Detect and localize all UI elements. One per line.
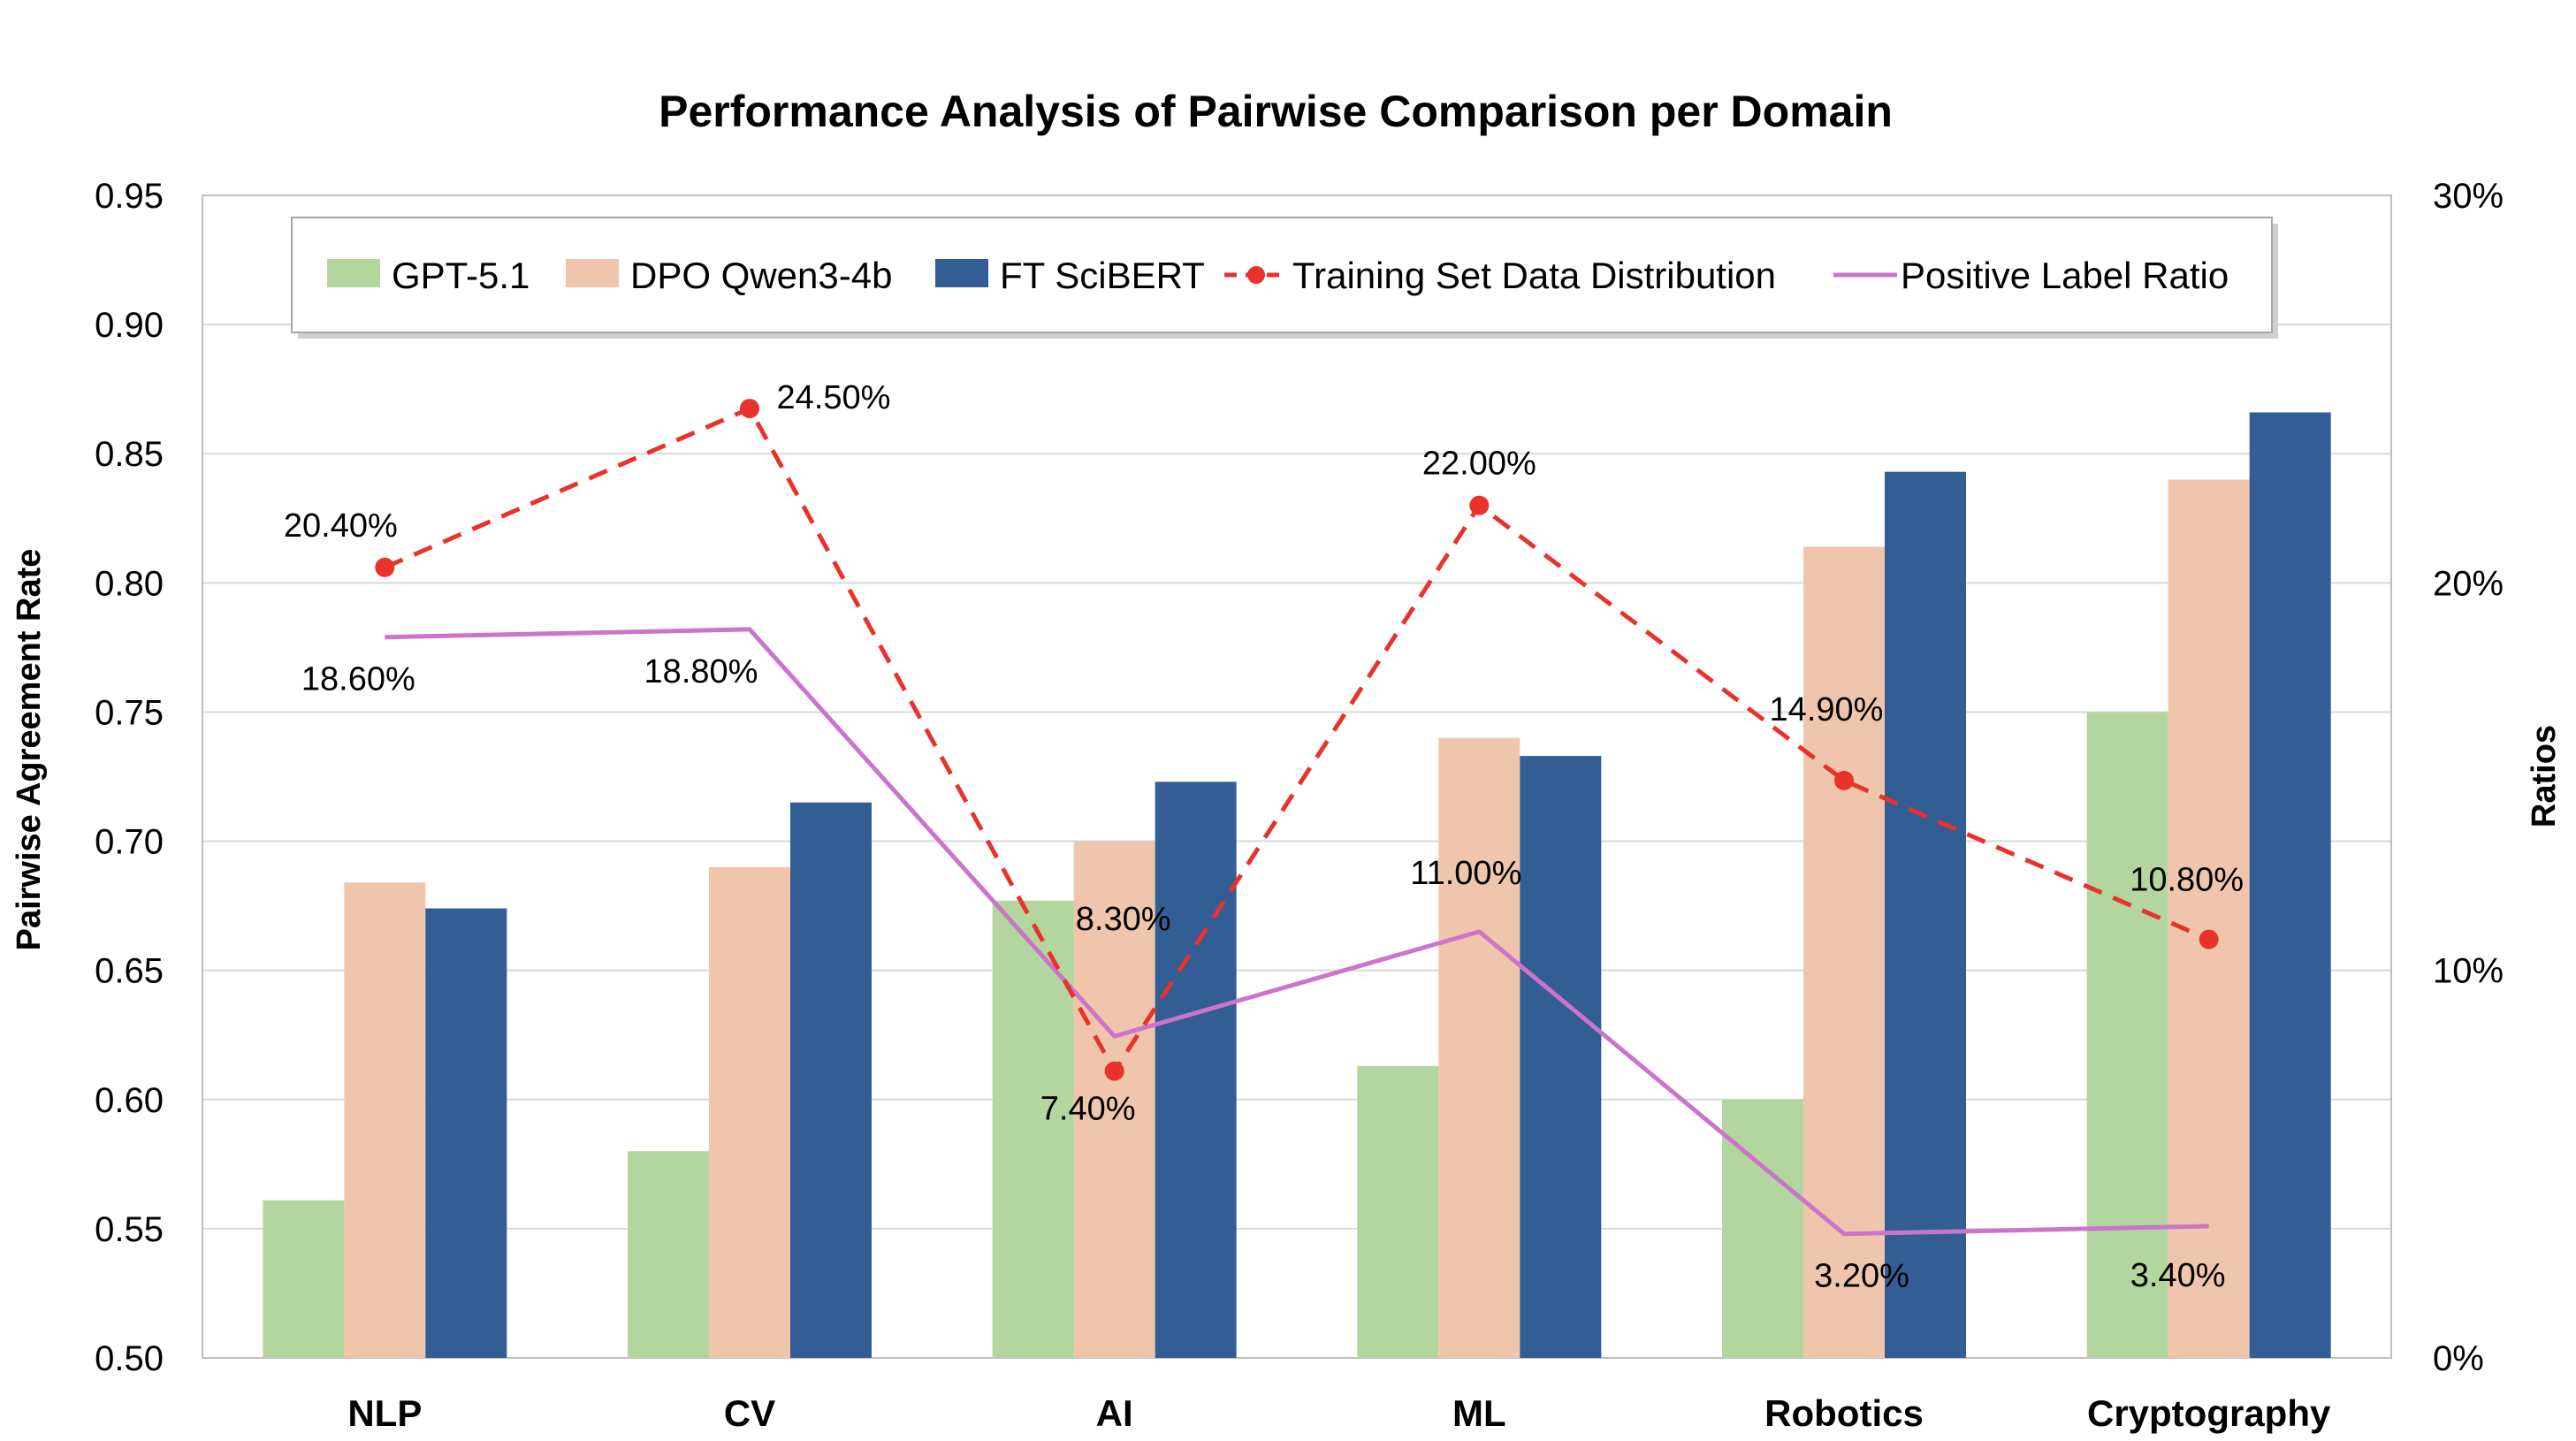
- training-set-marker: [2199, 929, 2219, 949]
- data-label-training-set: 7.40%: [1040, 1091, 1136, 1128]
- bar-gpt-5-1: [1722, 1099, 1803, 1358]
- y-tick-label: 0.85: [95, 435, 164, 474]
- y2-tick-label: 20%: [2433, 564, 2504, 603]
- legend-label-ft-scibert: FT SciBERT: [1000, 255, 1205, 296]
- x-tick-label: Cryptography: [2087, 1392, 2331, 1434]
- data-label-training-set: 14.90%: [1770, 691, 1884, 728]
- x-axis-labels: NLP CV AI ML Robotics Cryptography: [347, 1392, 2331, 1434]
- bar-ft-scibert: [1885, 471, 1966, 1358]
- gridlines: [202, 194, 2391, 1230]
- y2-axis-title: Ratios: [2526, 725, 2563, 827]
- plot-area-border: [202, 194, 2392, 1359]
- data-label-training-set: 24.50%: [777, 379, 891, 416]
- x-tick-label: Robotics: [1764, 1392, 1924, 1434]
- training-set-marker: [740, 399, 759, 419]
- y-tick-label: 0.90: [95, 306, 164, 345]
- y-axis-title: Pairwise Agreement Rate: [11, 549, 48, 951]
- data-label-training-set: 20.40%: [284, 507, 398, 545]
- bar-ft-scibert: [2249, 412, 2331, 1358]
- legend: GPT-5.1 DPO Qwen3-4b FT SciBERT Training Se…: [291, 217, 2278, 339]
- legend-marker-training-set-data-distribution: [1247, 266, 1265, 284]
- bars: [263, 412, 2331, 1358]
- y-tick-label: 0.50: [95, 1339, 164, 1378]
- bar-ft-scibert: [425, 908, 507, 1358]
- bar-dpo-qwen3-4b: [709, 866, 790, 1358]
- bar-dpo-qwen3-4b: [1803, 546, 1885, 1358]
- y2-tick-label: 30%: [2433, 177, 2504, 216]
- data-labels: 20.40% 24.50% 7.40% 22.00% 14.90% 10.80% 18.60…: [284, 379, 2244, 1295]
- x-tick-label: AI: [1096, 1392, 1133, 1434]
- legend-label-positive-label-ratio: Positive Label Ratio: [1901, 255, 2229, 296]
- training-set-marker: [1104, 1061, 1124, 1081]
- data-label-training-set: 10.80%: [2130, 862, 2244, 899]
- lines: [375, 399, 2219, 1237]
- legend-label-training-set-data-distribution: Training Set Data Distribution: [1292, 255, 1776, 296]
- legend-label-dpo-qwen3-4b: DPO Qwen3-4b: [630, 255, 892, 296]
- bar-gpt-5-1: [628, 1151, 709, 1358]
- data-label-positive-ratio: 8.30%: [1076, 901, 1171, 938]
- y2-tick-label: 10%: [2433, 952, 2504, 991]
- y-tick-label: 0.95: [95, 177, 164, 216]
- data-label-positive-ratio: 3.40%: [2130, 1257, 2226, 1294]
- data-label-positive-ratio: 11.00%: [1410, 855, 1521, 892]
- y-tick-label: 0.75: [95, 693, 164, 732]
- legend-swatch-dpo-qwen3-4b: [566, 259, 619, 287]
- chart-title: Performance Analysis of Pairwise Compari…: [659, 87, 1893, 136]
- bar-dpo-qwen3-4b: [2168, 479, 2250, 1358]
- y2-axis-ticks: 0% 10% 20% 30%: [2433, 177, 2504, 1378]
- legend-swatch-ft-scibert: [935, 259, 988, 287]
- legend-label-gpt-5-1: GPT-5.1: [392, 255, 530, 296]
- data-label-positive-ratio: 3.20%: [1814, 1258, 1909, 1295]
- bar-dpo-qwen3-4b: [344, 882, 426, 1358]
- data-label-positive-ratio: 18.80%: [644, 653, 758, 690]
- data-label-training-set: 22.00%: [1422, 446, 1536, 483]
- y2-tick-label: 0%: [2433, 1339, 2484, 1378]
- data-label-positive-ratio: 18.60%: [301, 661, 415, 698]
- training-set-marker: [375, 557, 395, 577]
- y-tick-label: 0.80: [95, 564, 164, 603]
- y-axis-ticks: 0.50 0.55 0.60 0.65 0.70 0.75 0.80 0.85 0.90 0.95: [95, 177, 164, 1378]
- bar-gpt-5-1: [263, 1200, 345, 1358]
- bar-gpt-5-1: [2086, 712, 2168, 1358]
- bar-dpo-qwen3-4b: [1438, 737, 1520, 1358]
- y-tick-label: 0.55: [95, 1210, 164, 1249]
- bar-gpt-5-1: [1357, 1065, 1439, 1358]
- y-tick-label: 0.65: [95, 952, 164, 991]
- line-positive-label-ratio: [385, 627, 2209, 1237]
- bar-ft-scibert: [1155, 781, 1237, 1358]
- bar-ft-scibert: [1520, 756, 1602, 1358]
- x-tick-label: ML: [1452, 1392, 1506, 1434]
- x-tick-label: CV: [724, 1392, 775, 1434]
- line-training-set-distribution: [384, 405, 2210, 1076]
- x-tick-label: NLP: [347, 1392, 422, 1434]
- y-tick-label: 0.70: [95, 823, 164, 862]
- training-set-marker: [1469, 495, 1490, 515]
- y-tick-label: 0.60: [95, 1081, 164, 1120]
- training-set-marker: [1834, 770, 1854, 790]
- bar-gpt-5-1: [992, 900, 1074, 1358]
- legend-swatch-gpt-5-1: [327, 259, 380, 287]
- legend-box: [291, 217, 2273, 333]
- bar-dpo-qwen3-4b: [1073, 841, 1155, 1358]
- bar-ft-scibert: [790, 802, 872, 1358]
